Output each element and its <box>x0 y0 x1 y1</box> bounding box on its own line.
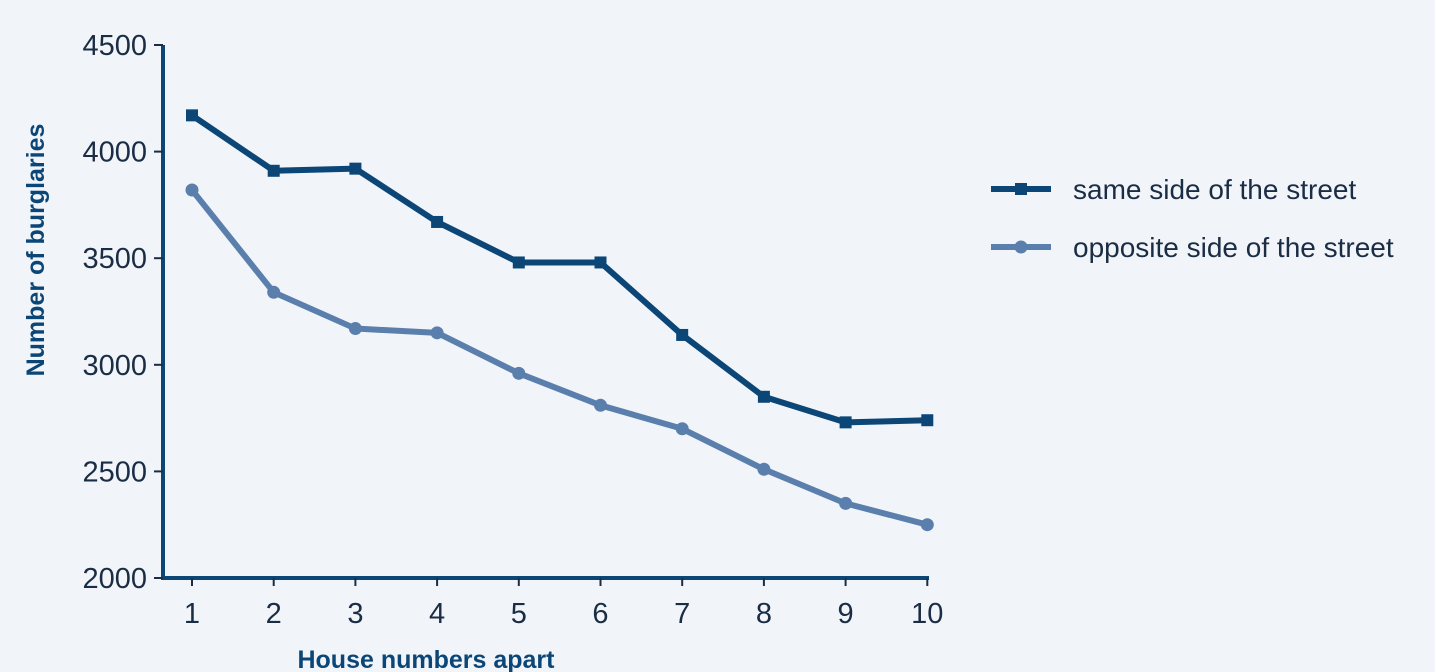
data-point <box>348 322 362 336</box>
x-axis-title: House numbers apart <box>297 646 555 672</box>
legend: same side of the street opposite side of … <box>991 174 1394 263</box>
data-point <box>512 366 526 380</box>
series-1 <box>186 109 934 429</box>
y-tick-label: 3000 <box>82 350 147 382</box>
legend-marker <box>1014 240 1028 254</box>
y-axis-ticks: 2000 2500 3000 3500 4000 4500 <box>82 30 163 595</box>
x-tick-label: 3 <box>347 598 363 630</box>
data-point <box>186 109 198 122</box>
x-tick-label: 6 <box>592 598 608 630</box>
x-tick-label: 10 <box>911 598 943 630</box>
legend-label: same side of the street <box>1073 174 1356 205</box>
x-tick-label: 7 <box>674 598 690 630</box>
legend-item: opposite side of the street <box>991 232 1394 263</box>
legend-item: same side of the street <box>991 174 1356 205</box>
x-tick-label: 4 <box>429 598 445 630</box>
data-point <box>594 256 607 269</box>
data-point <box>594 398 607 412</box>
data-point <box>757 462 771 476</box>
data-point <box>676 328 689 341</box>
data-point <box>430 326 444 340</box>
series-line <box>189 112 931 426</box>
legend-label: opposite side of the street <box>1073 232 1394 263</box>
data-point <box>920 518 934 532</box>
data-point <box>431 215 444 228</box>
series-2 <box>185 183 934 532</box>
y-axis-title: Number of burglaries <box>22 124 50 377</box>
x-tick-label: 8 <box>756 598 772 630</box>
y-tick-label: 4500 <box>82 30 147 62</box>
x-tick-label: 2 <box>266 598 282 630</box>
data-point <box>267 285 281 299</box>
x-tick-label: 1 <box>184 598 200 630</box>
series-layer <box>185 109 934 532</box>
x-axis-ticks: 1 2 3 4 5 6 7 8 9 10 <box>184 578 943 630</box>
series-line <box>189 186 931 528</box>
y-tick-label: 4000 <box>82 137 147 169</box>
x-tick-label: 5 <box>511 598 527 630</box>
data-point <box>839 416 852 429</box>
data-point <box>757 390 770 403</box>
data-point <box>675 422 689 436</box>
y-tick-label: 2000 <box>82 563 147 595</box>
data-point <box>185 183 199 197</box>
data-point <box>839 496 853 510</box>
data-point <box>349 162 362 175</box>
data-point <box>921 414 934 427</box>
x-tick-label: 9 <box>838 598 854 630</box>
data-point <box>512 256 525 269</box>
data-point <box>267 164 280 177</box>
legend-marker <box>1015 183 1027 195</box>
y-tick-label: 3500 <box>82 243 147 275</box>
y-tick-label: 2500 <box>82 456 147 488</box>
